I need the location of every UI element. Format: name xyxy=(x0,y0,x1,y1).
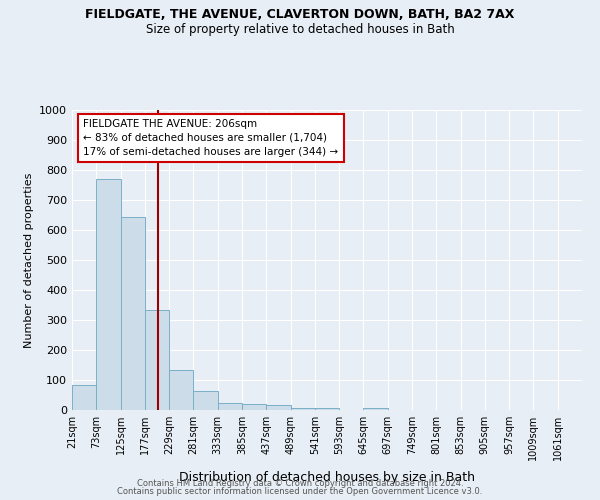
X-axis label: Distribution of detached houses by size in Bath: Distribution of detached houses by size … xyxy=(179,471,475,484)
Bar xyxy=(193,392,218,410)
Text: Size of property relative to detached houses in Bath: Size of property relative to detached ho… xyxy=(146,22,454,36)
Bar xyxy=(290,408,315,410)
Bar xyxy=(315,408,339,410)
Bar xyxy=(242,404,266,410)
Bar xyxy=(121,216,145,410)
Bar xyxy=(145,310,169,410)
Text: FIELDGATE, THE AVENUE, CLAVERTON DOWN, BATH, BA2 7AX: FIELDGATE, THE AVENUE, CLAVERTON DOWN, B… xyxy=(85,8,515,20)
Bar xyxy=(364,408,388,410)
Text: Contains HM Land Registry data © Crown copyright and database right 2024.: Contains HM Land Registry data © Crown c… xyxy=(137,478,463,488)
Bar xyxy=(72,385,96,410)
Y-axis label: Number of detached properties: Number of detached properties xyxy=(23,172,34,348)
Bar xyxy=(96,179,121,410)
Text: Contains public sector information licensed under the Open Government Licence v3: Contains public sector information licen… xyxy=(118,487,482,496)
Bar xyxy=(218,402,242,410)
Text: FIELDGATE THE AVENUE: 206sqm
← 83% of detached houses are smaller (1,704)
17% of: FIELDGATE THE AVENUE: 206sqm ← 83% of de… xyxy=(83,119,338,157)
Bar xyxy=(266,405,290,410)
Bar xyxy=(169,370,193,410)
